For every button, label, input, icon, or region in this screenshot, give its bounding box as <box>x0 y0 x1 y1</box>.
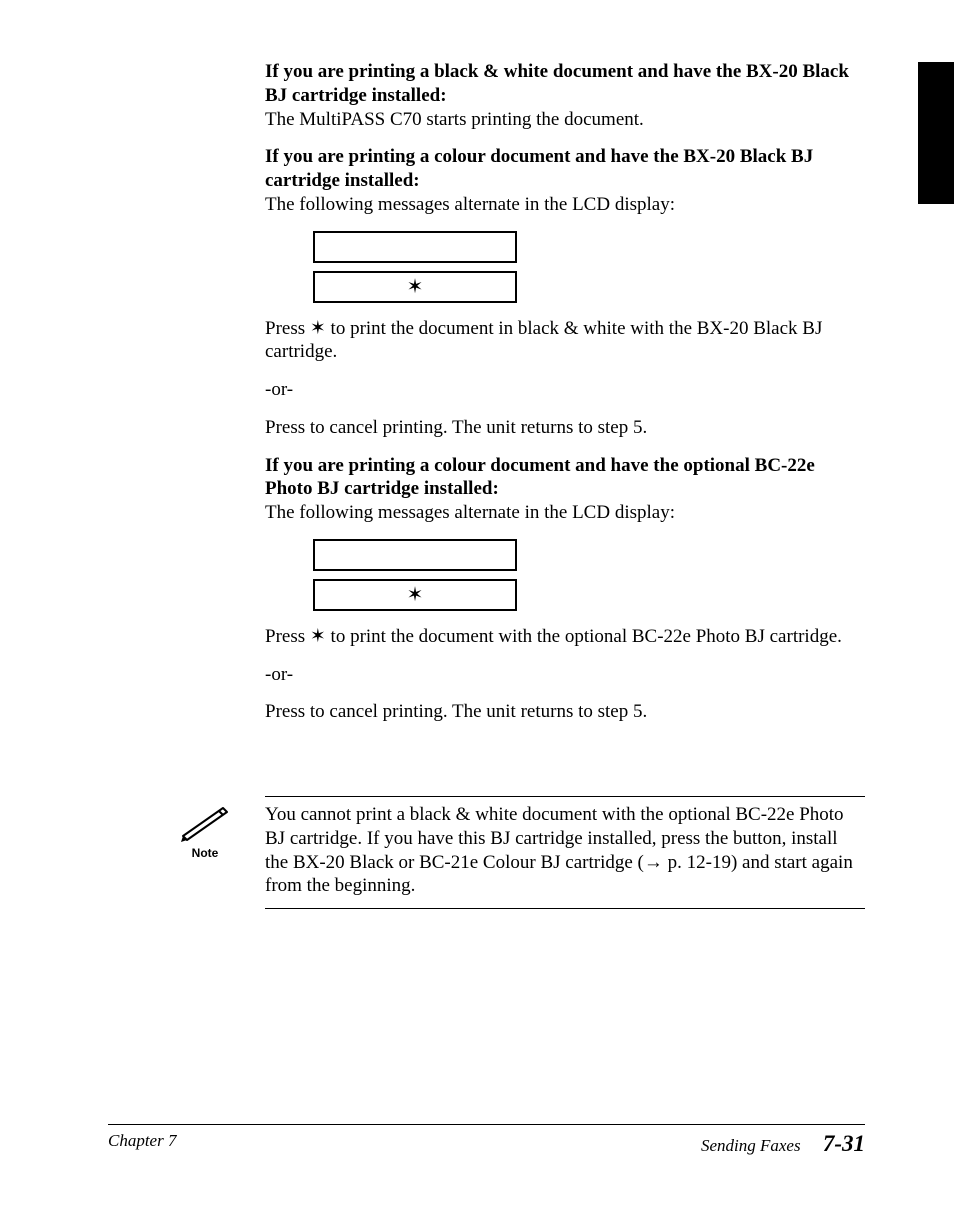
section-2-after1: Press ✶ to print the document in black &… <box>265 317 865 365</box>
section-2-body: The following messages alternate in the … <box>265 194 675 215</box>
lcd-box-1b: ✶ <box>313 271 517 303</box>
section-3-after1: Press ✶ to print the document with the o… <box>265 625 865 649</box>
section-2-or: -or- <box>265 378 865 402</box>
section-3: If you are printing a colour document an… <box>265 454 865 525</box>
lcd-group-2: ✶ <box>313 539 865 611</box>
page-number: 7-31 <box>823 1131 865 1156</box>
section-3-heading: If you are printing a colour document an… <box>265 455 815 500</box>
note-text: You cannot print a black & white documen… <box>265 803 865 898</box>
note-label: Note <box>175 846 235 860</box>
lcd-box-2a <box>313 539 517 571</box>
note-icon: Note <box>175 806 235 860</box>
section-3-or: -or- <box>265 663 865 687</box>
section-1-heading: If you are printing a black & white docu… <box>265 61 849 106</box>
section-2-heading: If you are printing a colour document an… <box>265 146 813 191</box>
section-2-after2: Press to cancel printing. The unit retur… <box>265 416 865 440</box>
lcd-group-1: ✶ <box>313 231 865 303</box>
footer-right-text: Sending Faxes <box>701 1136 801 1155</box>
section-3-body: The following messages alternate in the … <box>265 502 675 523</box>
section-1-body: The MultiPASS C70 starts printing the do… <box>265 109 644 130</box>
main-content: If you are printing a black & white docu… <box>265 60 865 724</box>
note-block: Note You cannot print a black & white do… <box>175 796 865 909</box>
lcd-box-2b: ✶ <box>313 579 517 611</box>
footer-left: Chapter 7 <box>108 1131 176 1150</box>
section-1: If you are printing a black & white docu… <box>265 60 865 131</box>
section-2: If you are printing a colour document an… <box>265 145 865 216</box>
lcd-box-1a <box>313 231 517 263</box>
section-3-after2: Press to cancel printing. The unit retur… <box>265 700 865 724</box>
footer: Chapter 7 Sending Faxes 7-31 <box>108 1124 865 1157</box>
star-icon: ✶ <box>310 318 326 339</box>
star-icon: ✶ <box>310 626 326 647</box>
side-tab <box>918 62 954 204</box>
